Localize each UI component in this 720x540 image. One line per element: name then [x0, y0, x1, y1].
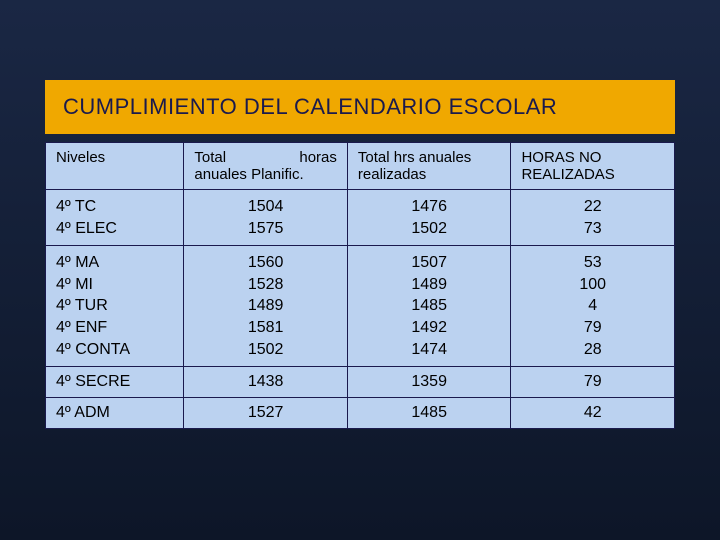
table-body: 4º TC 4º ELEC 1504 1575 1476 1502 22 73 …	[46, 190, 675, 429]
title-bar: CUMPLIMIENTO DEL CALENDARIO ESCOLAR	[45, 80, 675, 134]
header-niveles-text: Niveles	[56, 149, 105, 166]
table-header-row: Niveles Total horas anuales Planific. To…	[46, 143, 675, 190]
header-noreal-line1: HORAS NO	[521, 149, 664, 166]
cell-planif: 1438	[184, 367, 348, 398]
header-realiz-line1: Total hrs anuales	[358, 149, 501, 166]
table-row: 4º ADM 1527 1485 42	[46, 398, 675, 429]
calendar-table: Niveles Total horas anuales Planific. To…	[45, 142, 675, 429]
col-header-realiz: Total hrs anuales realizadas	[347, 143, 511, 190]
header-planif-right: horas	[299, 149, 337, 166]
cell-niveles: 4º TC 4º ELEC	[46, 190, 184, 246]
table-row: 4º SECRE 1438 1359 79	[46, 367, 675, 398]
table-row: 4º MA 4º MI 4º TUR 4º ENF 4º CONTA 1560 …	[46, 246, 675, 367]
cell-niveles: 4º ADM	[46, 398, 184, 429]
header-realiz-line2: realizadas	[358, 166, 501, 183]
page-title: CUMPLIMIENTO DEL CALENDARIO ESCOLAR	[63, 94, 657, 120]
cell-niveles: 4º SECRE	[46, 367, 184, 398]
cell-noreal: 53 100 4 79 28	[511, 246, 675, 367]
table-row: 4º TC 4º ELEC 1504 1575 1476 1502 22 73	[46, 190, 675, 246]
cell-niveles: 4º MA 4º MI 4º TUR 4º ENF 4º CONTA	[46, 246, 184, 367]
header-planif-left: Total	[194, 149, 226, 166]
header-noreal-line2: REALIZADAS	[521, 166, 664, 183]
cell-noreal: 79	[511, 367, 675, 398]
cell-realiz: 1485	[347, 398, 511, 429]
cell-planif: 1560 1528 1489 1581 1502	[184, 246, 348, 367]
cell-planif: 1504 1575	[184, 190, 348, 246]
cell-realiz: 1507 1489 1485 1492 1474	[347, 246, 511, 367]
cell-noreal: 22 73	[511, 190, 675, 246]
col-header-niveles: Niveles	[46, 143, 184, 190]
cell-realiz: 1359	[347, 367, 511, 398]
col-header-planif: Total horas anuales Planific.	[184, 143, 348, 190]
cell-realiz: 1476 1502	[347, 190, 511, 246]
header-planif-line2: anuales Planific.	[194, 166, 337, 183]
col-header-noreal: HORAS NO REALIZADAS	[511, 143, 675, 190]
cell-planif: 1527	[184, 398, 348, 429]
cell-noreal: 42	[511, 398, 675, 429]
